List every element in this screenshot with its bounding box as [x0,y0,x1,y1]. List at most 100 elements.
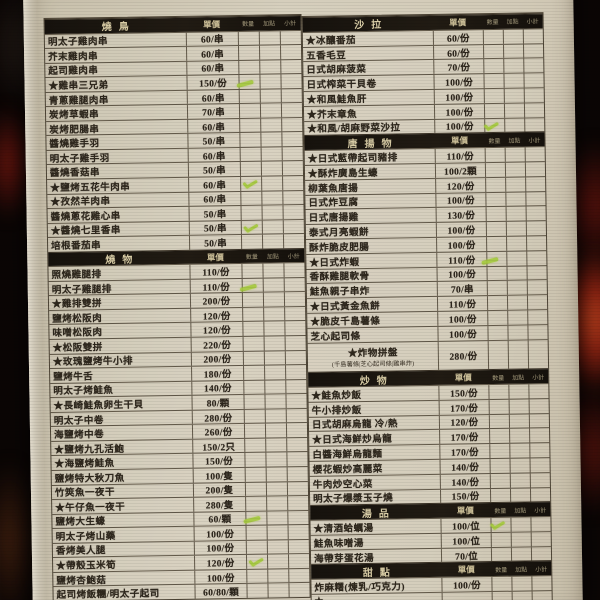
item-price-cell: 50/串 [188,220,241,235]
column-header-subtotal: 小計 [532,374,545,381]
subtotal-cell [529,458,550,473]
extra-cell [264,423,287,438]
menu-paper: 燒鳥 單價 數量 加點 小計 明太子雞肉串 60/串 芥末雞肉串 60/串 起司雞肉串 60/串 ★雞… [23,0,583,600]
item-price-cell: 100/份 [193,526,246,541]
subtotal-cell [285,379,307,394]
item-price-cell: 100/份 [193,540,246,555]
item-price-cell: 180/份 [191,366,244,381]
extra-cell [267,569,289,583]
extra-cell [262,292,285,307]
item-price-cell: 100/份 [437,325,488,341]
column-header-qty: 數量 [245,254,258,261]
extra-cell [505,192,526,207]
subtotal-cell [282,190,304,205]
item-price-cell: 70/位 [440,547,492,563]
subtotal-cell [523,102,545,118]
qty-cell [237,45,260,60]
item-name-wrap: ★炸物拼盤 (千島薯條|芝心起司條|雞串炸) [311,344,435,369]
item-price: 200/隻 [205,486,234,497]
item-price-cell: 120/份 [193,555,247,570]
column-header-subtotal: 小計 [534,507,547,515]
item-price-cell: 110/份 [434,148,485,163]
subtotal-cell [287,495,309,510]
extra-cell [505,206,526,221]
extra-cell [508,399,529,414]
extra-cell [264,379,286,394]
item-price: 170/份 [450,403,479,415]
item-price: 120/份 [202,311,231,323]
subtotal-cell [288,568,310,583]
extra-cell [510,517,531,532]
extra-cell [265,438,287,453]
item-price: 60/顆 [208,515,232,526]
item-price: 60/串 [203,180,227,192]
qty-cell [489,458,510,473]
item-price: 100/份 [446,196,475,208]
subtotal-cell [530,517,551,532]
subtotal-cell [284,306,306,321]
qty-cell [246,569,268,584]
subtotal-cell [528,413,550,428]
subtotal-cell [525,206,546,221]
extra-cell [263,307,285,322]
qty-cell [483,59,504,74]
item-price-cell: 60/顆 [193,511,246,526]
qty-cell [241,278,263,293]
item-price-cell: 100/份 [436,237,487,252]
extra-cell [505,177,526,192]
item-price-cell: 280/隻 [193,496,246,512]
subtotal-cell [286,452,308,467]
item-price-cell: 260/份 [191,424,245,439]
item-price: 60/串 [202,122,226,134]
item-price-cell: 80/顆 [191,395,244,410]
extra-cell [503,73,524,88]
item-price: 120/份 [202,326,231,337]
extra-cell [511,591,532,600]
extra-cell [510,532,531,547]
extra-cell [263,321,285,336]
qty-cell [490,517,511,532]
item-price: 70/份 [447,63,471,74]
subtotal-cell [284,321,306,336]
extra-cell [266,510,288,525]
item-price: 100/份 [445,78,474,89]
qty-cell [484,147,505,163]
item-price-cell: 100/份 [436,266,487,282]
menu-table-left: 燒鳥 單價 數量 加點 小計 明太子雞肉串 60/串 芥末雞肉串 60/串 起司雞肉串 60/串 ★雞… [43,13,311,600]
item-name-cell: ★ [312,593,442,600]
item-price: 60/80/顆 [203,588,240,599]
item-price: 100/份 [445,122,474,134]
subtotal-cell [282,219,304,234]
item-price-cell: 60/串 [186,89,239,105]
extra-cell [503,88,524,103]
extra-cell [264,365,286,380]
item-price-cell: 280/份 [191,409,244,425]
subtotal-cell [286,437,308,452]
item-price-cell: 140/份 [439,458,490,474]
subtotal-cell [288,583,310,598]
extra-cell [259,103,282,118]
item-price-cell: 60/串 [185,31,238,46]
column-header-qty: 數量 [488,138,501,145]
qty-cell [483,88,504,103]
item-price: 110/份 [202,268,230,279]
item-price: 70/串 [450,285,474,296]
item-price-cell: 100/份 [441,577,492,592]
extra-cell [262,263,284,278]
item-price: 60/串 [203,195,227,206]
qty-cell [484,162,506,177]
subtotal-cell [526,265,547,280]
qty-cell [239,147,261,162]
extra-cell [507,310,528,325]
subtotal-cell [279,30,301,45]
qty-cell [491,591,512,600]
subtotal-cell [524,117,545,132]
item-price: 150/份 [199,79,228,90]
subtotal-cell [526,236,547,251]
qty-cell [483,74,504,89]
column-header-extra: 加點 [512,375,525,382]
qty-cell [487,325,508,340]
item-price-cell: 100/份 [194,569,247,585]
column-header-subtotal: 小計 [284,21,297,28]
item-price-cell: 110/份 [436,296,488,311]
